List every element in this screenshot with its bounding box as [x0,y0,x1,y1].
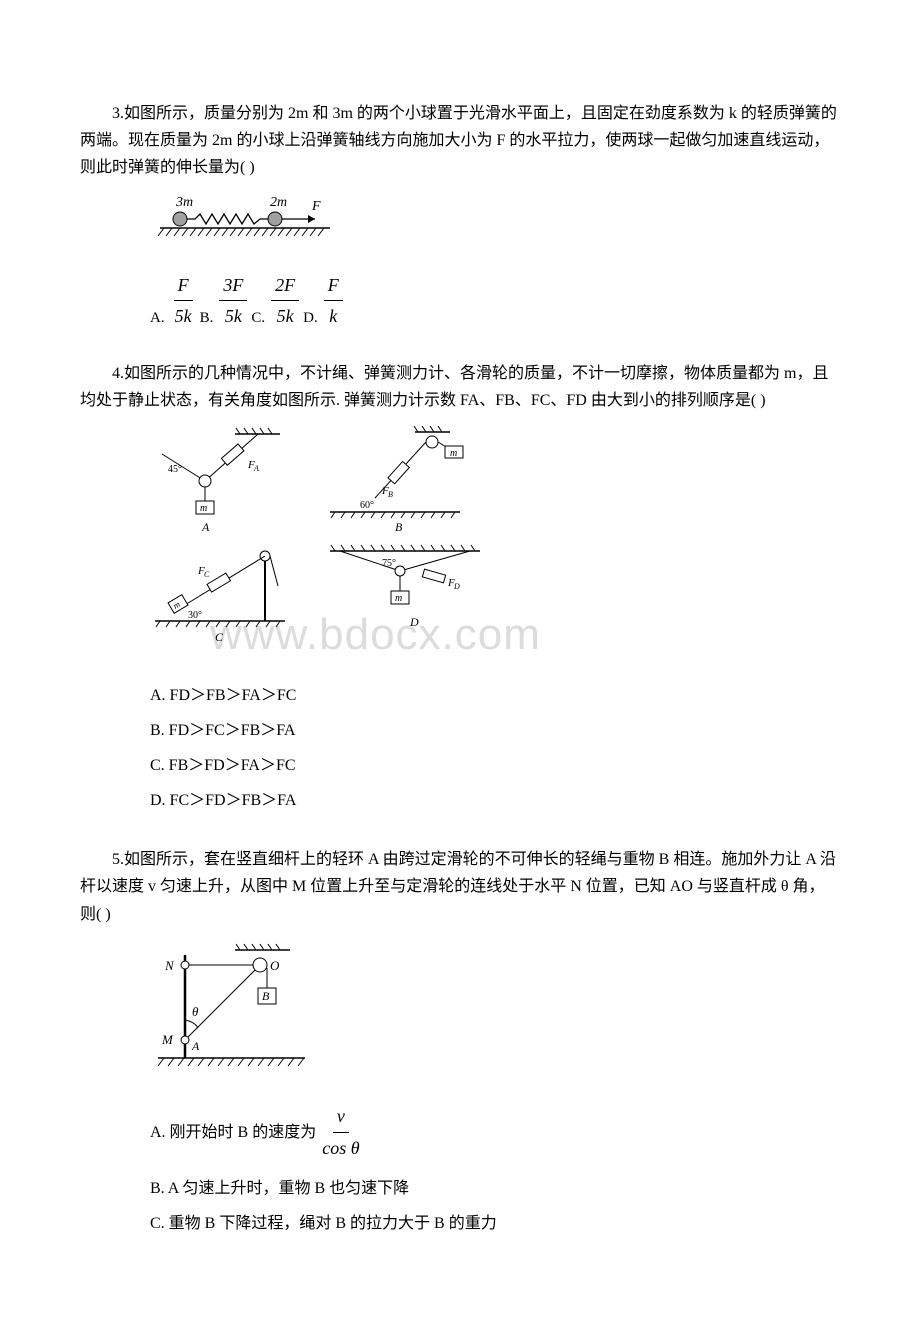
q4-options: A. FD＞FB＞FA＞FC B. FD＞FC＞FB＞FA C. FB＞FD＞F… [150,678,840,819]
svg-text:A: A [191,1039,200,1053]
q5-opt-a-text: A. 刚开始时 B 的速度为 [150,1119,316,1146]
q4-opt-a: A. FD＞FB＞FA＞FC [150,678,840,713]
svg-text:30°: 30° [188,610,202,621]
svg-text:45°: 45° [168,464,182,475]
q3-text: 3.如图所示，质量分别为 2m 和 3m 的两个小球置于光滑水平面上，且固定在劲… [80,100,840,182]
page-content: 3.如图所示，质量分别为 2m 和 3m 的两个小球置于光滑水平面上，且固定在劲… [80,100,840,1242]
svg-text:M: M [161,1032,174,1047]
svg-text:θ: θ [192,1004,199,1019]
q3-opt-d-frac: F k [324,270,343,332]
svg-text:m: m [395,593,402,604]
svg-text:A: A [201,520,210,534]
q3-opt-d-label: D. [303,306,318,332]
q3-options: A. F 5k B. 3F 5k C. 2F 5k D. F k [150,270,840,332]
q5-text: 5.如图所示，套在竖直细杆上的轻环 A 由跨过定滑轮的不可伸长的轻绳与重物 B … [80,846,840,928]
svg-text:C: C [215,630,224,644]
q3-right-ball [268,212,282,226]
svg-text:A: A [253,464,259,473]
svg-text:O: O [270,958,280,973]
q4-panel-c: F C m 30° C [155,551,285,644]
q3-opt-a-label: A. [150,306,165,332]
q3-force-label: F [311,199,321,214]
q3-spring [187,214,268,224]
q3-opt-b-label: B. [200,306,214,332]
svg-text:B: B [388,490,393,499]
q3-force-arrow [308,215,315,223]
q3-left-mass-label: 3m [175,195,193,210]
question-4: 4.如图所示的几种情况中，不计绳、弹簧测力计、各滑轮的质量，不计一切摩擦，物体质… [80,360,840,818]
svg-text:75°: 75° [382,558,396,569]
q4-opt-c: C. FB＞FD＞FA＞FC [150,748,840,783]
question-3: 3.如图所示，质量分别为 2m 和 3m 的两个小球置于光滑水平面上，且固定在劲… [80,100,840,332]
q3-opt-c-frac: 2F 5k [271,270,299,332]
q4-panel-d: 75° F D m D [330,545,480,629]
q4-panel-b: m F B 60° B [330,426,463,534]
q3-ground-hatch [158,228,324,236]
question-5: 5.如图所示，套在竖直细杆上的轻环 A 由跨过定滑轮的不可伸长的轻绳与重物 B … [80,846,840,1241]
svg-text:m: m [200,503,207,514]
q5-opt-b: B. A 匀速上升时，重物 B 也匀速下降 [150,1171,840,1206]
q4-text: 4.如图所示的几种情况中，不计绳、弹簧测力计、各滑轮的质量，不计一切摩擦，物体质… [80,360,840,414]
svg-text:m: m [450,448,457,459]
q4-diagram: F A 45° m A [150,426,840,665]
q5-diagram: O N M A θ B [150,940,840,1089]
svg-text:C: C [204,570,210,579]
q3-left-ball [173,212,187,226]
q5-opt-a: A. 刚开始时 B 的速度为 v cos θ [150,1101,840,1163]
q5-options: B. A 匀速上升时，重物 B 也匀速下降 C. 重物 B 下降过程，绳对 B … [150,1171,840,1241]
svg-text:D: D [409,615,419,629]
q3-opt-a-frac: F 5k [171,270,196,332]
svg-text:60°: 60° [360,500,374,511]
q4-opt-b: B. FD＞FC＞FB＞FA [150,713,840,748]
svg-text:D: D [453,582,460,591]
q3-right-mass-label: 2m [270,195,287,210]
q5-opt-a-frac: v cos θ [318,1101,363,1163]
q4-panel-a: F A 45° m A [162,428,280,534]
q5-opt-c: C. 重物 B 下降过程，绳对 B 的拉力大于 B 的重力 [150,1206,840,1241]
svg-text:B: B [262,989,270,1003]
q3-diagram: 3m 2m F [150,194,840,258]
q3-opt-b-frac: 3F 5k [219,270,247,332]
q3-opt-c-label: C. [251,306,265,332]
svg-text:N: N [164,958,175,973]
svg-text:B: B [395,520,403,534]
q4-opt-d: D. FC＞FD＞FB＞FA [150,783,840,818]
